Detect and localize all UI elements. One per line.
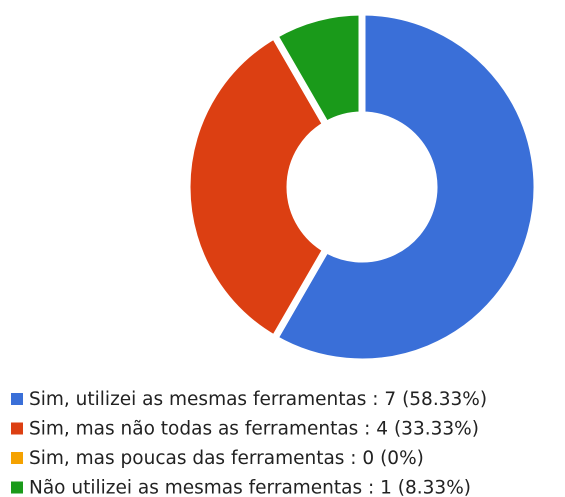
legend-label: Sim, mas não todas as ferramentas : 4 (3… (29, 419, 479, 440)
legend-swatch (11, 481, 23, 494)
legend: Sim, utilizei as mesmas ferramentas : 7 … (11, 389, 487, 497)
slice (269, 8, 541, 366)
legend-swatch (11, 452, 23, 464)
legend-label: Sim, mas poucas das ferramentas : 0 (0%) (29, 448, 424, 469)
legend-swatch (11, 393, 23, 405)
legend-swatch (11, 422, 23, 435)
slice (269, 8, 366, 130)
legend-label: Não utilizei as mesmas ferramentas : 1 (… (29, 478, 471, 497)
slice (183, 30, 331, 344)
legend-label: Sim, utilizei as mesmas ferramentas : 7 … (29, 389, 487, 410)
donut (183, 8, 541, 366)
